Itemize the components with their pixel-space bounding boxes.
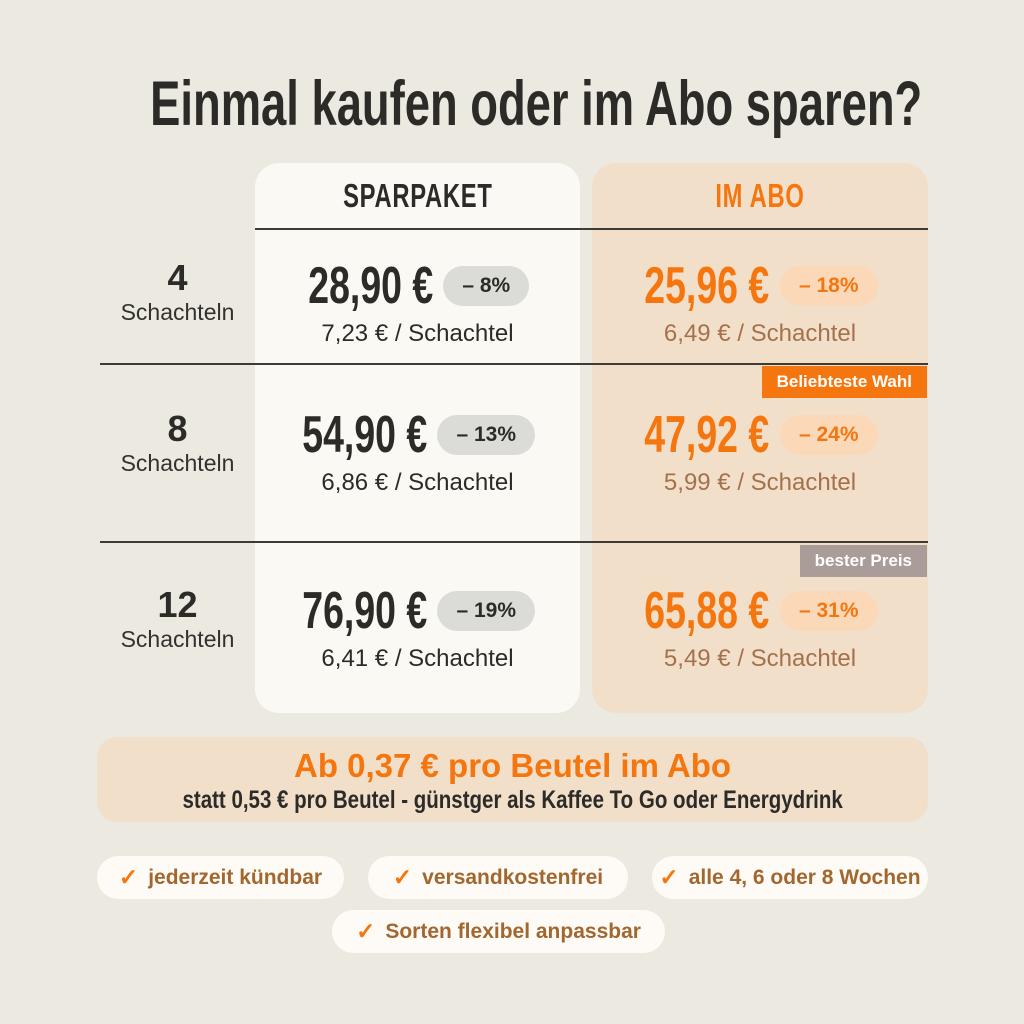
price-value: 28,90 € xyxy=(308,257,434,315)
feature-label: versandkostenfrei xyxy=(422,865,604,889)
column-sparpaket: SPARPAKET 28,90 € – 8% 7,23 € / Schachte… xyxy=(255,163,580,713)
row-label-12: 12 Schachteln xyxy=(100,585,255,653)
feature-label: Sorten flexibel anpassbar xyxy=(385,919,641,943)
row-label-8: 8 Schachteln xyxy=(100,409,255,477)
badge-popular-choice: Beliebteste Wahl xyxy=(761,366,927,398)
price-value: 65,88 € xyxy=(644,582,770,640)
abo-cell-12: 65,88 € – 31% 5,49 € / Schachtel xyxy=(592,585,928,673)
page-title-text: Einmal kaufen oder im Abo sparen? xyxy=(150,69,923,139)
price-line: 54,90 € – 13% xyxy=(255,409,580,461)
per-unit-price: 5,99 € / Schachtel xyxy=(663,469,857,496)
page-title: Einmal kaufen oder im Abo sparen? xyxy=(0,72,1024,136)
feature-label: jederzeit kündbar xyxy=(148,865,323,889)
column-header-abo: IM ABO xyxy=(592,163,928,229)
feature-pill-free-shipping: ✓ versandkostenfrei xyxy=(368,856,628,899)
price-line: 25,96 € – 18% xyxy=(592,260,928,312)
sparpaket-cell-12: 76,90 € – 19% 6,41 € / Schachtel xyxy=(255,585,580,673)
price-line: 47,92 € – 24% xyxy=(592,409,928,461)
abo-cell-8: 47,92 € – 24% 5,99 € / Schachtel xyxy=(592,409,928,497)
check-icon: ✓ xyxy=(356,918,376,944)
header-divider-line xyxy=(255,228,928,230)
per-unit-price: 7,23 € / Schachtel xyxy=(321,320,514,347)
price-value: 76,90 € xyxy=(302,582,428,640)
feature-pill-interval: ✓ alle 4, 6 oder 8 Wochen xyxy=(652,856,928,899)
column-header-sparpaket-text: SPARPAKET xyxy=(342,177,493,214)
row-qty: 4 xyxy=(167,257,188,298)
per-unit-price: 5,49 € / Schachtel xyxy=(663,645,857,672)
banner-subline-text: statt 0,53 € pro Beutel - günstger als K… xyxy=(182,786,843,814)
savings-banner: Ab 0,37 € pro Beutel im Abo statt 0,53 €… xyxy=(97,737,928,822)
discount-badge: – 18% xyxy=(779,266,878,306)
feature-pill-flexible-varieties: ✓ Sorten flexibel anpassbar xyxy=(332,910,665,953)
feature-pill-cancel-anytime: ✓ jederzeit kündbar xyxy=(97,856,344,899)
abo-cell-4: 25,96 € – 18% 6,49 € / Schachtel xyxy=(592,260,928,348)
check-icon: ✓ xyxy=(659,864,679,890)
sparpaket-cell-8: 54,90 € – 13% 6,86 € / Schachtel xyxy=(255,409,580,497)
column-header-sparpaket: SPARPAKET xyxy=(255,163,580,229)
column-header-abo-text: IM ABO xyxy=(715,177,805,214)
discount-badge: – 8% xyxy=(443,266,530,306)
check-icon: ✓ xyxy=(392,864,413,890)
price-value: 25,96 € xyxy=(644,257,770,315)
price-line: 76,90 € – 19% xyxy=(255,585,580,637)
discount-badge: – 24% xyxy=(779,415,878,455)
row-qty: 8 xyxy=(167,408,188,449)
row-unit: Schachteln xyxy=(120,450,235,476)
badge-best-price: bester Preis xyxy=(799,545,927,577)
quantity-labels-column: 4 Schachteln 8 Schachteln 12 Schachteln xyxy=(100,163,255,713)
price-value: 47,92 € xyxy=(644,406,770,464)
discount-badge: – 31% xyxy=(779,591,878,631)
check-icon: ✓ xyxy=(118,864,139,890)
price-line: 28,90 € – 8% xyxy=(255,260,580,312)
row-divider-line xyxy=(100,541,928,543)
banner-subline: statt 0,53 € pro Beutel - günstger als K… xyxy=(97,785,928,815)
row-divider-line xyxy=(100,363,928,365)
row-unit: Schachteln xyxy=(120,626,235,652)
discount-badge: – 13% xyxy=(437,415,536,455)
row-qty: 12 xyxy=(157,584,198,625)
banner-headline: Ab 0,37 € pro Beutel im Abo xyxy=(293,747,732,784)
row-label-4: 4 Schachteln xyxy=(100,258,255,326)
per-unit-price: 6,49 € / Schachtel xyxy=(663,320,857,347)
discount-badge: – 19% xyxy=(437,591,536,631)
per-unit-price: 6,86 € / Schachtel xyxy=(321,469,514,496)
row-unit: Schachteln xyxy=(120,299,235,325)
price-value: 54,90 € xyxy=(302,406,428,464)
column-abo: IM ABO 25,96 € – 18% 6,49 € / Schachtel … xyxy=(592,163,928,713)
feature-label: alle 4, 6 oder 8 Wochen xyxy=(688,865,921,889)
price-line: 65,88 € – 31% xyxy=(592,585,928,637)
sparpaket-cell-4: 28,90 € – 8% 7,23 € / Schachtel xyxy=(255,260,580,348)
per-unit-price: 6,41 € / Schachtel xyxy=(321,645,514,672)
